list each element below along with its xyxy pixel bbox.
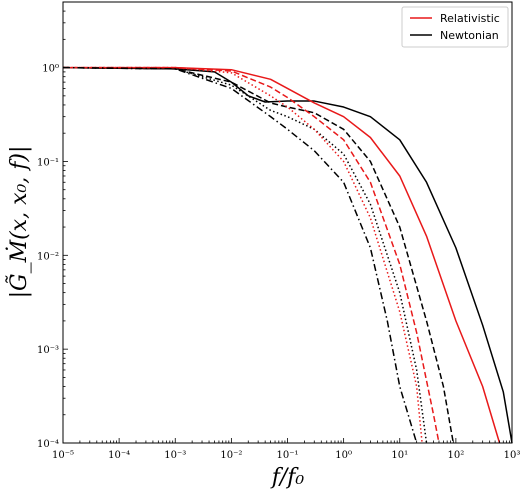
y-tick-label: 10⁻⁴ [37, 439, 59, 450]
plot-frame [62, 1, 513, 444]
x-tick-label: 10⁻¹ [276, 450, 298, 461]
x-tick-label: 10³ [504, 450, 520, 461]
x-tick-label: 10⁻² [220, 450, 242, 461]
legend-label-relativistic: Relativistic [440, 12, 500, 25]
series-line-3 [63, 66, 440, 444]
series-line-2 [62, 66, 455, 444]
x-tick-label: 10⁻⁴ [108, 450, 130, 461]
ticks-layer: 10⁻⁵ 10⁻⁴ 10⁻³ 10⁻² 10⁻¹ 10⁰ 10¹ 10² 10³10⁻⁴10⁻³… [37, 1, 520, 461]
legend-box [401, 6, 509, 48]
x-tick-label: 10² [448, 450, 465, 461]
x-tick-label: 10⁰ [335, 450, 352, 461]
legend: Relativistic Newtonian [401, 6, 509, 48]
series-line-5 [63, 66, 423, 444]
y-tick-label: 10⁻¹ [37, 157, 59, 168]
x-tick-label: 10⁻⁵ [52, 450, 74, 461]
y-tick-label: 10⁻³ [37, 345, 59, 356]
series-line-0 [62, 66, 513, 444]
series-layer [62, 66, 513, 444]
x-axis-title: f/f₀ [270, 465, 305, 490]
series-line-6 [62, 66, 418, 444]
x-tick-label: 10¹ [391, 450, 408, 461]
y-tick-label: 10⁻² [37, 251, 59, 262]
y-tick-label: 10⁰ [42, 64, 59, 75]
x-tick-label: 10⁻³ [164, 450, 186, 461]
series-line-1 [63, 66, 501, 444]
legend-label-newtonian: Newtonian [440, 29, 499, 42]
y-axis-title: |G̃_Ṁ(x, x₀, f)| [5, 146, 32, 299]
